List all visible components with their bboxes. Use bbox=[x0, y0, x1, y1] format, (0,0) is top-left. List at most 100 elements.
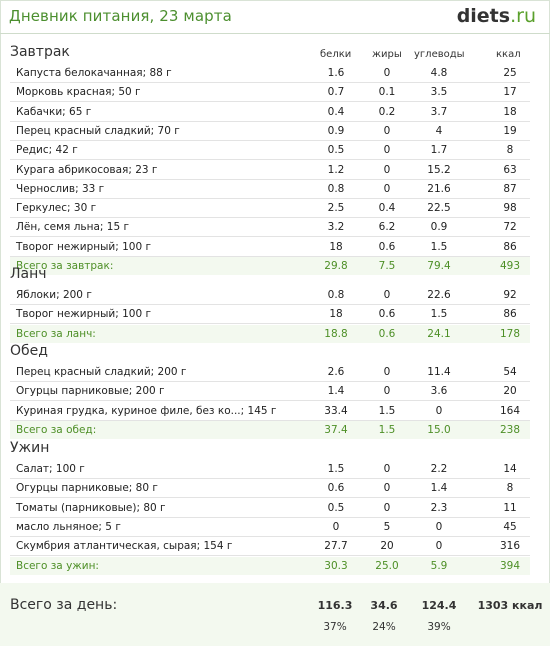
food-carbs: 15.2 bbox=[427, 164, 451, 176]
food-name: Огурцы парниковые; 80 г bbox=[16, 482, 158, 494]
day-total-kcal: 1303 ккал bbox=[477, 599, 543, 612]
food-name: Творог нежирный; 100 г bbox=[16, 308, 151, 320]
food-name: Геркулес; 30 г bbox=[16, 202, 97, 214]
day-pct-fat: 24% bbox=[372, 621, 396, 633]
food-carbs: 22.6 bbox=[427, 289, 451, 301]
food-kcal: 72 bbox=[503, 221, 517, 233]
food-row[interactable]: Огурцы парниковые; 80 г 0.6 0 1.4 8 bbox=[10, 479, 530, 498]
food-kcal: 45 bbox=[503, 521, 517, 533]
food-fat: 1.5 bbox=[378, 405, 396, 417]
food-protein: 1.5 bbox=[327, 463, 345, 475]
food-fat: 5 bbox=[383, 521, 391, 533]
meal-total-fat: 0.6 bbox=[378, 328, 396, 340]
food-fat: 0 bbox=[383, 164, 391, 176]
food-row[interactable]: Салат; 100 г 1.5 0 2.2 14 bbox=[10, 460, 530, 479]
food-row[interactable]: Перец красный сладкий; 200 г 2.6 0 11.4 54 bbox=[10, 363, 530, 382]
food-fat: 0 bbox=[383, 67, 391, 79]
meal-total-protein: 18.8 bbox=[324, 328, 348, 340]
day-total-fat: 34.6 bbox=[370, 599, 398, 612]
food-carbs: 0 bbox=[435, 540, 443, 552]
food-row[interactable]: Томаты (парниковые); 80 г 0.5 0 2.3 11 bbox=[10, 499, 530, 518]
meal-total-protein: 29.8 bbox=[324, 260, 348, 272]
food-protein: 18 bbox=[329, 241, 343, 253]
day-pct-protein: 37% bbox=[323, 621, 347, 633]
meal-total-label: Всего за завтрак: bbox=[16, 260, 114, 272]
food-carbs: 22.5 bbox=[427, 202, 451, 214]
food-carbs: 2.3 bbox=[430, 502, 448, 514]
column-carbs: углеводы bbox=[414, 49, 465, 60]
food-row[interactable]: Яблоки; 200 г 0.8 0 22.6 92 bbox=[10, 286, 530, 305]
food-row[interactable]: Скумбрия атлантическая, сырая; 154 г 27.7… bbox=[10, 537, 530, 556]
column-fat: жиры bbox=[372, 49, 402, 60]
food-kcal: 18 bbox=[503, 106, 517, 118]
food-row[interactable]: Курага абрикосовая; 23 г 1.2 0 15.2 63 bbox=[10, 161, 530, 180]
food-carbs: 1.7 bbox=[430, 144, 448, 156]
food-kcal: 19 bbox=[503, 125, 517, 137]
food-fat: 0 bbox=[383, 289, 391, 301]
food-name: Салат; 100 г bbox=[16, 463, 85, 475]
food-kcal: 92 bbox=[503, 289, 517, 301]
food-name: масло льняное; 5 г bbox=[16, 521, 121, 533]
food-row[interactable]: Творог нежирный; 100 г 18 0.6 1.5 86 bbox=[10, 305, 530, 324]
food-kcal: 86 bbox=[503, 308, 517, 320]
food-kcal: 63 bbox=[503, 164, 517, 176]
meal-total-label: Всего за ужин: bbox=[16, 560, 99, 572]
food-row[interactable]: Редис; 42 г 0.5 0 1.7 8 bbox=[10, 141, 530, 160]
food-carbs: 21.6 bbox=[427, 183, 451, 195]
food-kcal: 11 bbox=[503, 502, 517, 514]
food-name: Курага абрикосовая; 23 г bbox=[16, 164, 158, 176]
food-carbs: 1.5 bbox=[430, 308, 448, 320]
food-protein: 0.6 bbox=[327, 482, 345, 494]
food-fat: 0 bbox=[383, 125, 391, 137]
food-carbs: 3.5 bbox=[430, 86, 448, 98]
food-row[interactable]: Творог нежирный; 100 г 18 0.6 1.5 86 bbox=[10, 238, 530, 257]
meal-total-kcal: 238 bbox=[499, 424, 521, 436]
food-protein: 0.8 bbox=[327, 289, 345, 301]
food-protein: 3.2 bbox=[327, 221, 345, 233]
food-protein: 1.4 bbox=[327, 385, 345, 397]
food-fat: 0 bbox=[383, 183, 391, 195]
food-row[interactable]: Лён, семя льна; 15 г 3.2 6.2 0.9 72 bbox=[10, 218, 530, 237]
food-row[interactable]: Перец красный сладкий; 70 г 0.9 0 4 19 bbox=[10, 122, 530, 141]
food-protein: 2.6 bbox=[327, 366, 345, 378]
food-name: Перец красный сладкий; 70 г bbox=[16, 125, 180, 137]
food-fat: 0.1 bbox=[378, 86, 396, 98]
meal-total-fat: 25.0 bbox=[375, 560, 399, 572]
food-row[interactable]: Кабачки; 65 г 0.4 0.2 3.7 18 bbox=[10, 103, 530, 122]
food-fat: 0.6 bbox=[378, 241, 396, 253]
meal-total-carbs: 79.4 bbox=[427, 260, 451, 272]
logo-tld: .ru bbox=[510, 5, 536, 27]
logo-main: diets bbox=[456, 5, 511, 27]
food-fat: 0.4 bbox=[378, 202, 396, 214]
day-total-label: Всего за день: bbox=[10, 597, 118, 613]
meal-total-carbs: 5.9 bbox=[430, 560, 448, 572]
food-fat: 0 bbox=[383, 366, 391, 378]
food-fat: 0.2 bbox=[378, 106, 396, 118]
food-fat: 0 bbox=[383, 502, 391, 514]
meal-total-kcal: 178 bbox=[499, 328, 521, 340]
food-protein: 2.5 bbox=[327, 202, 345, 214]
food-carbs: 2.2 bbox=[430, 463, 448, 475]
food-kcal: 164 bbox=[499, 405, 521, 417]
food-row[interactable]: Огурцы парниковые; 200 г 1.4 0 3.6 20 bbox=[10, 382, 530, 401]
food-row[interactable]: Чернослив; 33 г 0.8 0 21.6 87 bbox=[10, 180, 530, 199]
food-row[interactable]: Морковь красная; 50 г 0.7 0.1 3.5 17 bbox=[10, 83, 530, 102]
food-fat: 0 bbox=[383, 144, 391, 156]
food-carbs: 3.6 bbox=[430, 385, 448, 397]
food-name: Томаты (парниковые); 80 г bbox=[16, 502, 166, 514]
food-kcal: 87 bbox=[503, 183, 517, 195]
food-name: Капуста белокачанная; 88 г bbox=[16, 67, 172, 79]
day-pct-carbs: 39% bbox=[427, 621, 451, 633]
page-title: Дневник питания, 23 марта bbox=[9, 7, 232, 25]
food-carbs: 0 bbox=[435, 521, 443, 533]
food-row[interactable]: Куриная грудка, куриное филе, без ко...;… bbox=[10, 402, 530, 421]
food-row[interactable]: Геркулес; 30 г 2.5 0.4 22.5 98 bbox=[10, 199, 530, 218]
food-row[interactable]: масло льняное; 5 г 0 5 0 45 bbox=[10, 518, 530, 537]
site-logo[interactable]: diets.ru bbox=[457, 5, 536, 27]
meal-total-row: Всего за ужин: 30.3 25.0 5.9 394 bbox=[10, 557, 530, 575]
food-row[interactable]: Капуста белокачанная; 88 г 1.6 0 4.8 25 bbox=[10, 64, 530, 83]
food-name: Яблоки; 200 г bbox=[16, 289, 92, 301]
food-name: Скумбрия атлантическая, сырая; 154 г bbox=[16, 540, 233, 552]
food-protein: 0.8 bbox=[327, 183, 345, 195]
column-kcal: ккал bbox=[496, 49, 521, 60]
